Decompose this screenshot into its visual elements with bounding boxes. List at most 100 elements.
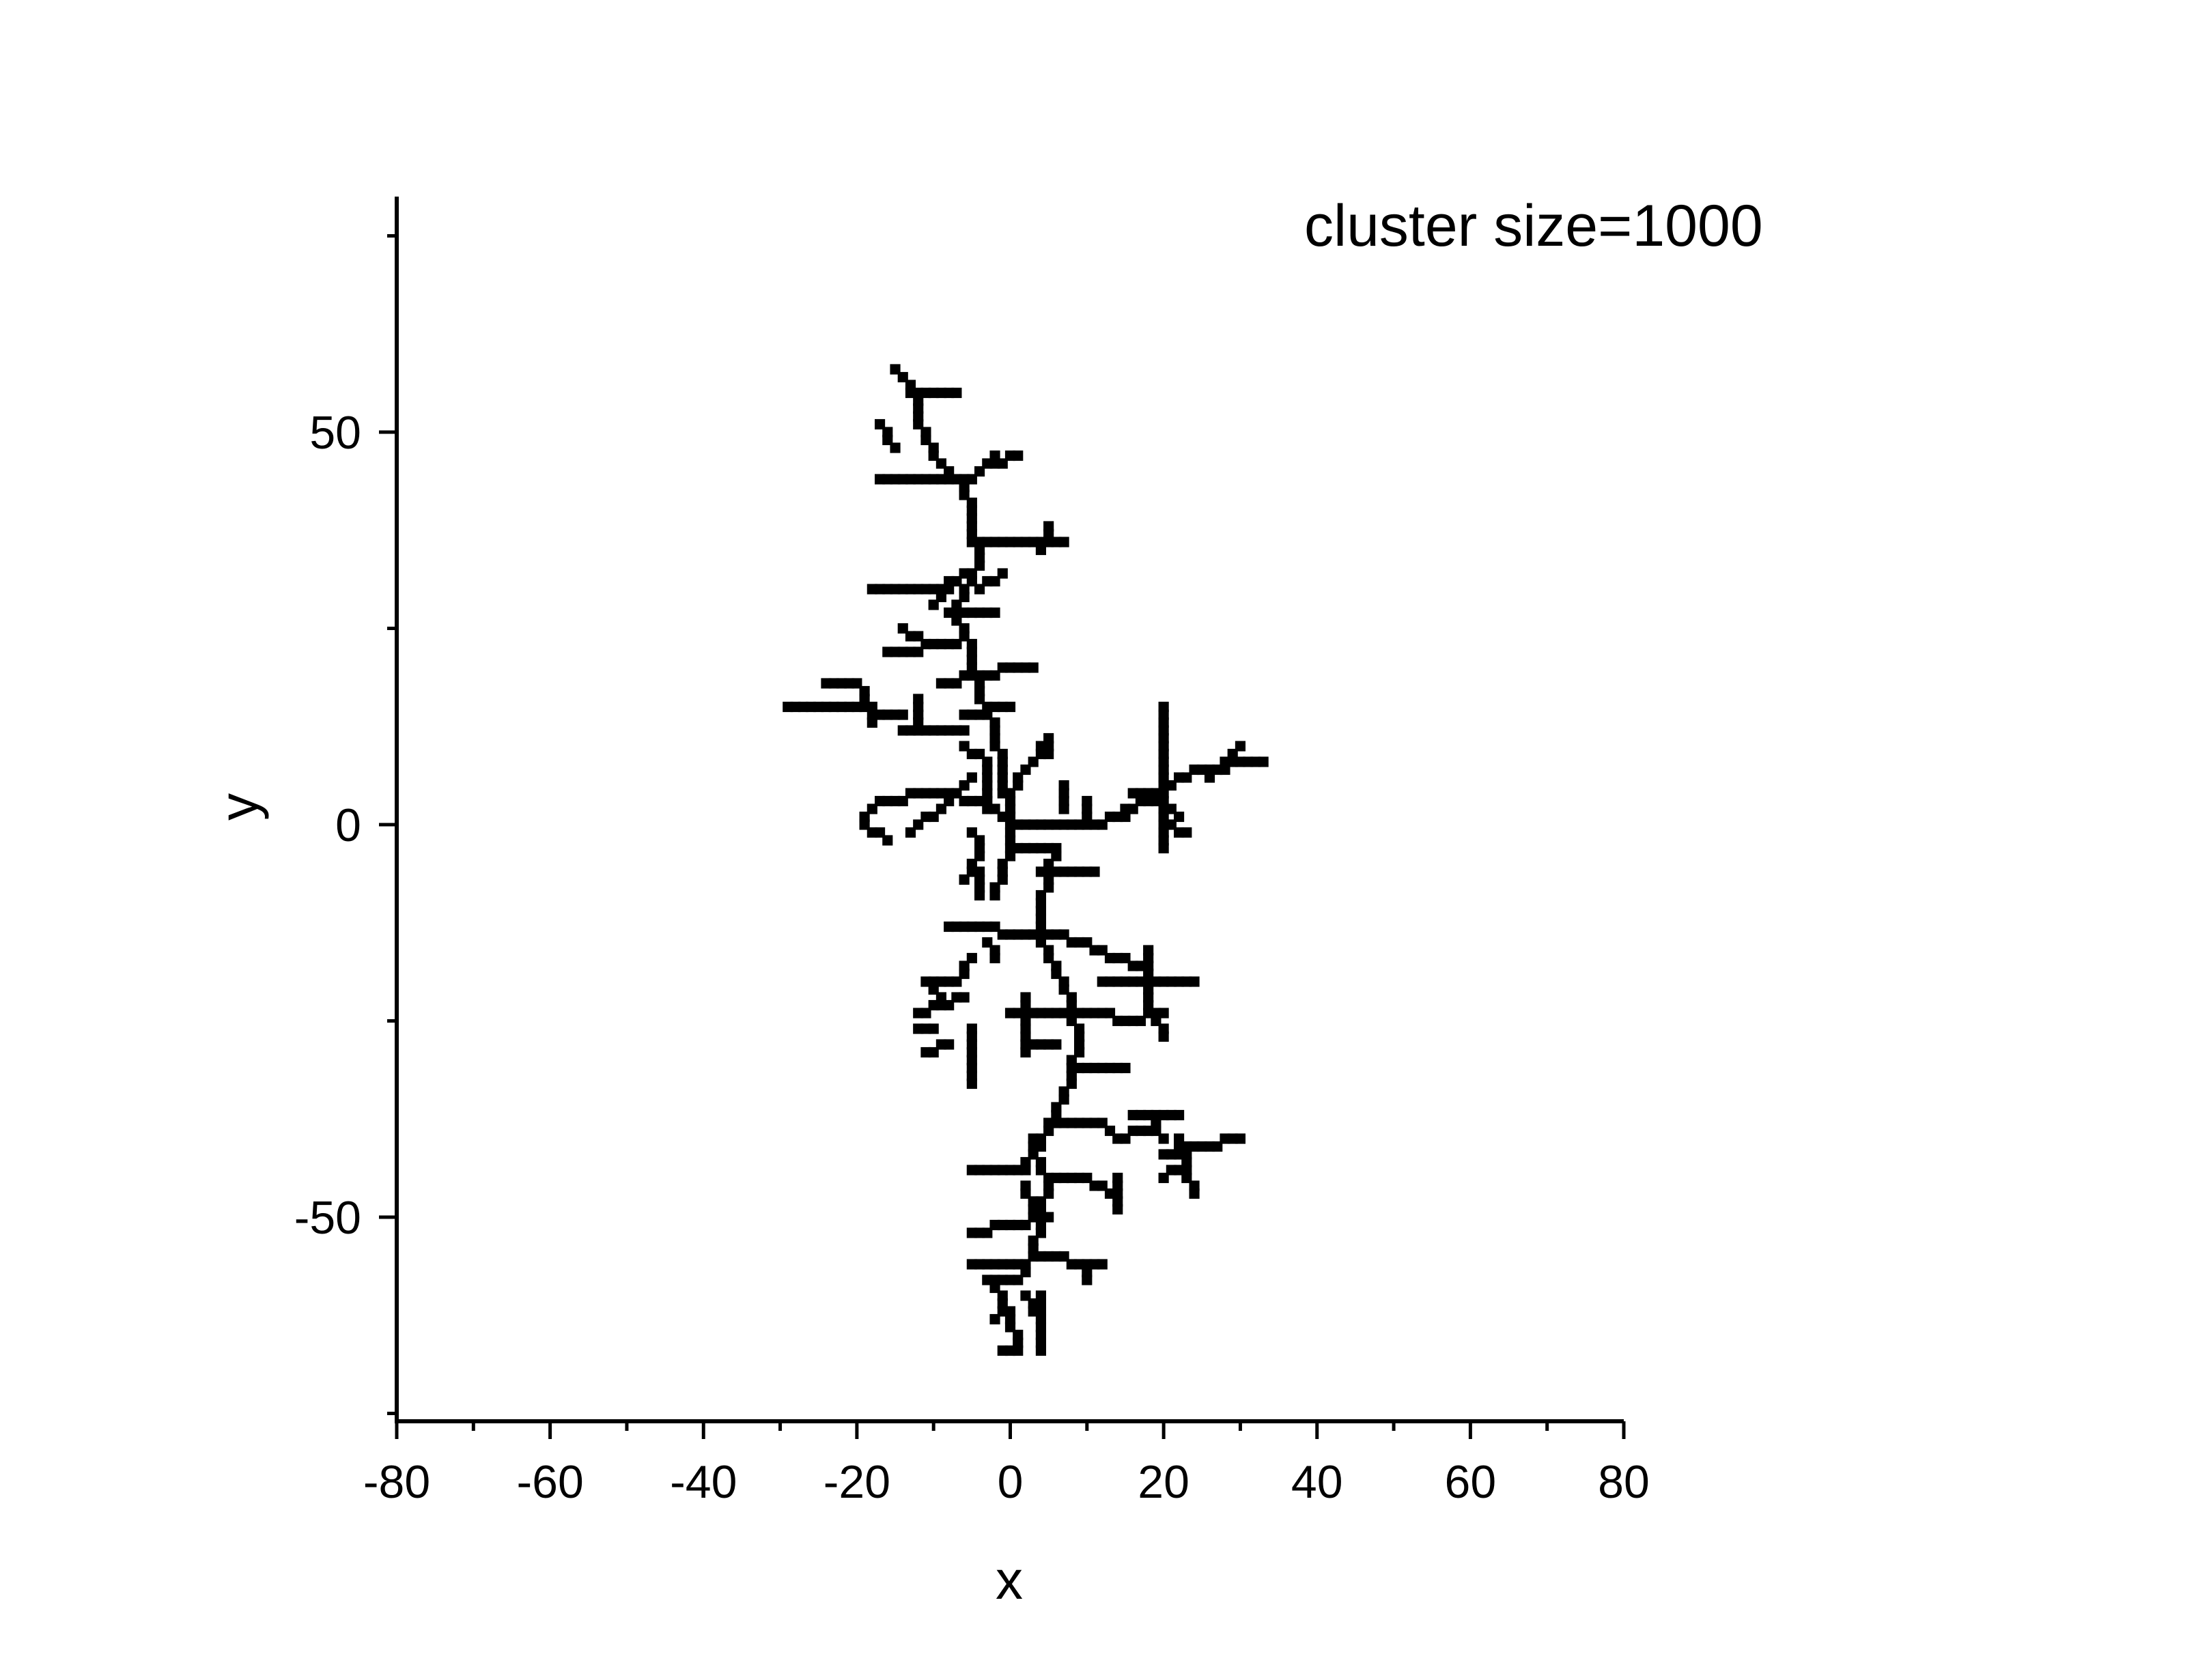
cluster-particle [1020,1188,1031,1199]
cluster-particle [982,803,993,814]
cluster-particle [1120,1062,1131,1074]
cluster-particle [966,1062,977,1074]
cluster-particle [989,741,1000,752]
cluster-particle [1097,1259,1108,1270]
cluster-particle [935,591,946,603]
cluster-particle [1158,842,1169,854]
y-tick-label: -50 [294,1192,361,1244]
cluster-particle [1143,960,1154,971]
cluster-particle [974,685,985,697]
cluster-particle [1166,819,1177,830]
cluster-particle [1035,937,1047,948]
cluster-particle [959,992,970,1003]
cluster-particle [974,552,985,563]
cluster-particle [966,1078,977,1090]
cluster-particle [959,795,970,807]
cluster-particle [859,819,870,830]
cluster-particle [851,678,862,689]
cluster-particle [997,1298,1008,1309]
cluster-particle [867,803,877,814]
cluster-particle [966,528,977,540]
cluster-particle [989,952,1000,964]
cluster-particle [1189,1188,1200,1199]
x-tick-label: -20 [824,1456,890,1508]
cluster-particle [905,788,916,799]
cluster-particle [1097,945,1108,956]
cluster-particle [1004,788,1016,799]
cluster-particle [974,694,985,704]
cluster-particle [1058,537,1069,547]
cluster-particle [1043,1212,1054,1223]
cluster-particle [989,717,1000,728]
cluster-particle [1020,1023,1031,1034]
cluster-particle [1174,1165,1185,1176]
cluster-particle [989,670,1000,681]
cluster-particle [951,387,962,399]
x-axis-label: x [996,1550,1023,1610]
cluster-particle [928,984,939,995]
cluster-particle [1035,913,1047,924]
cluster-particle [1004,795,1016,807]
cluster-particle [1028,1204,1039,1215]
cluster-particle [1227,748,1238,760]
cluster-particle [974,544,985,556]
cluster-particle [966,952,977,964]
cluster-particle [1158,1031,1169,1042]
cluster-particle [1020,1031,1031,1042]
cluster-particle [1043,945,1054,956]
cluster-particle [1051,960,1062,971]
cluster-particle [989,732,1000,744]
cluster-particle [974,709,985,720]
cluster-particle [966,638,977,650]
cluster-particle [1013,1337,1024,1348]
cluster-particle [974,466,985,477]
cluster-particle [913,819,924,830]
cluster-particle [974,835,985,846]
cluster-particle [1220,756,1230,767]
cluster-particle [1158,701,1169,713]
cluster-particle [928,599,939,610]
cluster-particle [1004,803,1016,814]
cluster-particle [1058,1094,1069,1105]
cluster-particle [1028,756,1039,767]
cluster-particle [951,599,962,610]
y-tick-label: 0 [335,799,361,851]
cluster-particle [890,442,901,453]
x-axis-ticks: -80 -60 -40 -20 0 20 40 60 80 [363,1421,1650,1508]
cluster-particle [920,434,931,446]
cluster-particle [1158,709,1169,720]
cluster-particle [1097,1180,1108,1191]
cluster-particle [1058,795,1069,807]
cluster-particle [1112,1204,1123,1215]
cluster-particle [959,725,970,736]
cluster-particle [882,434,893,446]
cluster-particle [1051,851,1062,862]
cluster-particle [935,458,946,469]
cluster-particle [1051,1039,1062,1050]
cluster-particle [1035,1329,1047,1341]
cluster-particle [1020,1156,1031,1168]
cluster-particle [867,709,877,720]
cluster-particle [1135,1109,1146,1121]
cluster-particle [959,584,970,595]
cluster-particle [1174,811,1185,823]
cluster-particle [1181,1149,1192,1160]
cluster-particle [966,1055,977,1066]
cluster-particle [997,748,1008,760]
cluster-particle [1151,1117,1162,1128]
cluster-particle [1082,1172,1093,1184]
cluster-particle [959,489,970,500]
cluster-particle [944,466,955,477]
cluster-particle [1158,717,1169,728]
cluster-particle [1013,772,1024,783]
cluster-particle [1158,788,1169,799]
cluster-particle [1020,1266,1031,1278]
cluster-particle [1212,1141,1223,1152]
cluster-particle [982,764,993,775]
cluster-particle [1051,968,1062,980]
cluster-particle [920,1008,931,1019]
cluster-particle [1020,1015,1031,1027]
cluster-particle [1181,772,1192,783]
cluster-particle [1004,701,1016,713]
cluster-particle [989,1313,1000,1325]
